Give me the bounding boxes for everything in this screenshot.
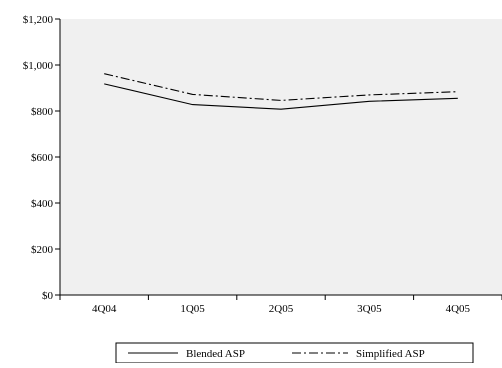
legend-label: Simplified ASP [356, 348, 425, 360]
y-axis: $0 $200 $400 $600 $800 $1,000 $1,200 [23, 14, 61, 302]
x-axis: 4Q04 1Q05 2Q05 3Q05 4Q05 [59, 294, 502, 315]
y-tick-label: $800 [31, 106, 54, 118]
y-tick-label: $400 [31, 198, 54, 210]
y-tick-label: $600 [31, 152, 54, 164]
x-tick-label: 4Q05 [446, 303, 471, 315]
series-line-simplified-asp [104, 73, 458, 101]
series-lines [104, 73, 458, 110]
y-tick-label: $1,000 [23, 60, 54, 72]
legend-label: Blended ASP [186, 348, 245, 360]
y-tick-label: $200 [31, 244, 54, 256]
y-tick-label: $1,200 [23, 14, 54, 26]
x-tick-label: 2Q05 [269, 303, 294, 315]
legend: Blended ASP Simplified ASP [115, 342, 474, 364]
y-tick-label: $0 [42, 290, 54, 302]
plot-area [60, 19, 502, 295]
x-tick-label: 4Q04 [92, 303, 117, 315]
x-tick-label: 3Q05 [357, 303, 382, 315]
x-tick-label: 1Q05 [180, 303, 205, 315]
series-line-blended-asp [104, 83, 458, 110]
